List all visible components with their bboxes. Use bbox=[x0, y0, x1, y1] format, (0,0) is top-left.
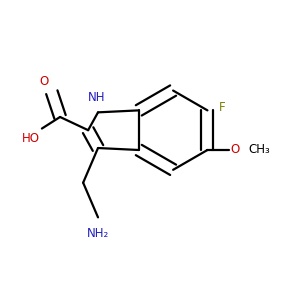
Text: O: O bbox=[231, 142, 240, 155]
Text: NH₂: NH₂ bbox=[87, 227, 109, 240]
Text: O: O bbox=[39, 75, 49, 88]
Text: CH₃: CH₃ bbox=[248, 142, 270, 155]
Text: HO: HO bbox=[22, 132, 40, 145]
Text: F: F bbox=[219, 100, 226, 114]
Text: NH: NH bbox=[88, 91, 105, 104]
